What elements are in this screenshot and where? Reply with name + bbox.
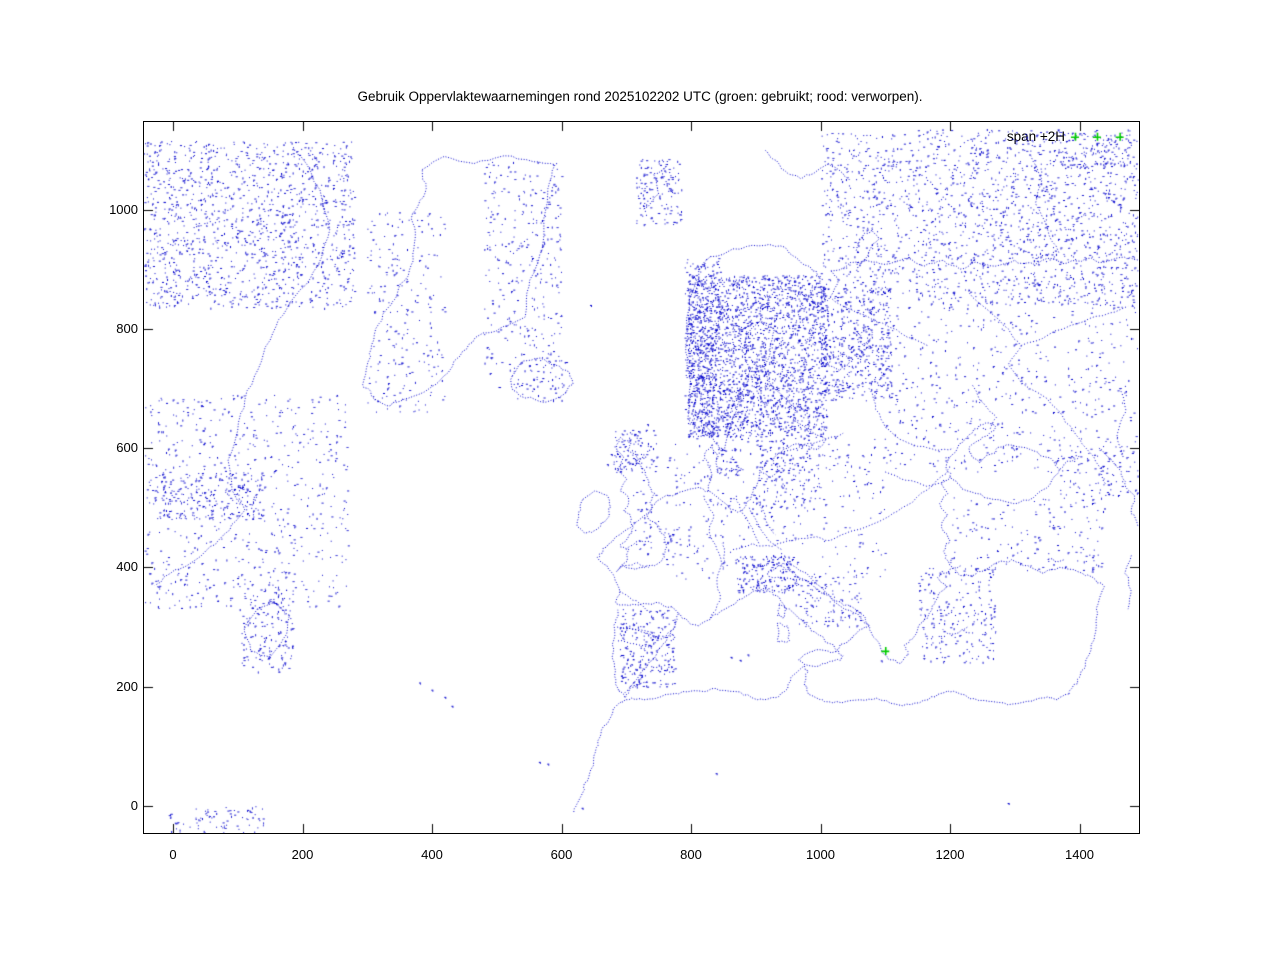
x-tick-label: 600 [550, 847, 573, 862]
x-tick-label: 200 [291, 847, 314, 862]
y-tick-label: 200 [116, 678, 138, 694]
x-tick-label: 1200 [935, 847, 965, 862]
map-canvas [144, 122, 1139, 833]
plot-area [143, 121, 1140, 834]
y-tick-label: 600 [116, 440, 138, 456]
chart-title: Gebruik Oppervlaktewaarnemingen rond 202… [357, 89, 923, 104]
y-tick-label: 400 [116, 559, 138, 575]
x-tick-label: 400 [421, 847, 443, 862]
y-tick-label: 1000 [109, 201, 138, 217]
y-tick-label: 0 [130, 798, 138, 813]
x-tick-label: 1400 [1065, 847, 1094, 862]
x-tick-label: 0 [169, 847, 177, 862]
y-tick-label: 800 [116, 320, 138, 336]
x-tick-label: 800 [680, 847, 702, 862]
x-tick-label: 1000 [806, 847, 835, 862]
